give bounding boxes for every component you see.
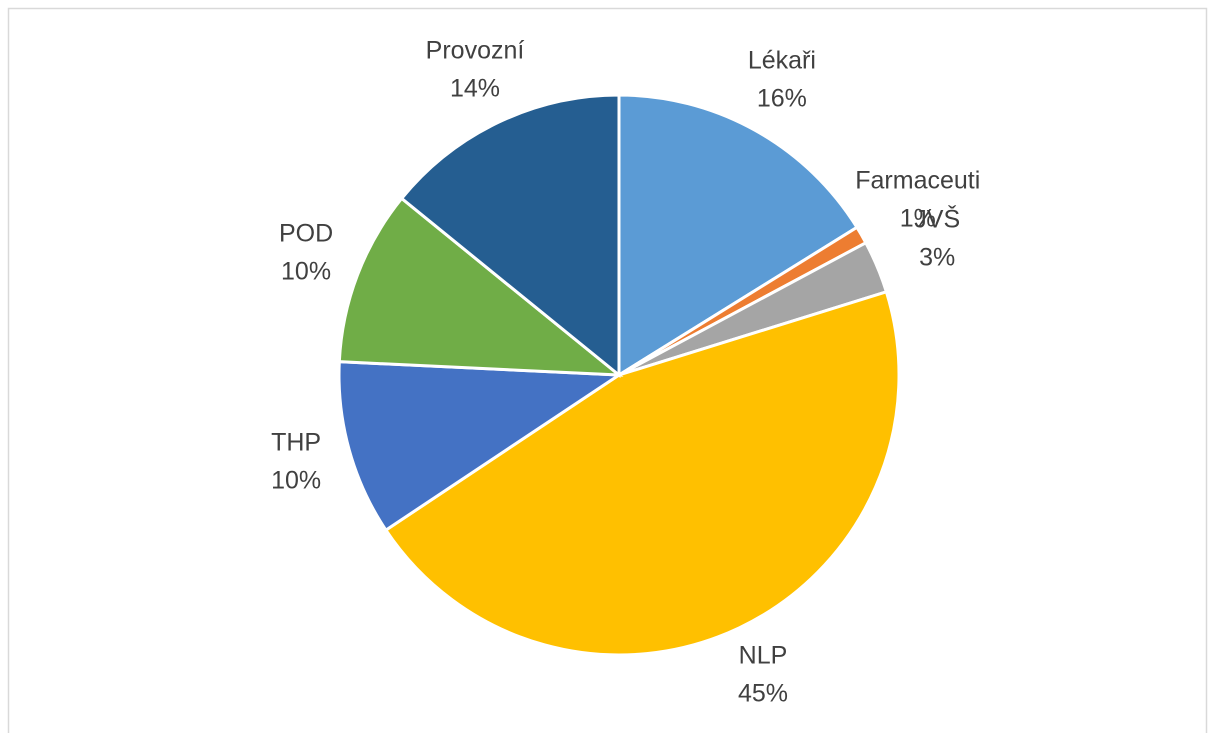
pie-slice <box>399 93 621 379</box>
slice-label-value: 10% <box>281 257 331 285</box>
slice-label: POD 10% <box>279 219 333 285</box>
slice-label-value: 16% <box>757 84 807 112</box>
pie-slice <box>617 93 859 378</box>
pie-slice <box>383 289 901 657</box>
pie-slice <box>337 360 624 533</box>
slice-label: THP 10% <box>271 428 321 494</box>
pie-slice <box>337 196 624 377</box>
slice-label-name: Lékaři <box>748 46 816 74</box>
slice-label: NLP 45% <box>738 641 788 707</box>
slice-label-name: POD <box>279 219 333 247</box>
slice-label-name: Provozní <box>426 37 525 65</box>
slice-label-value: 1% <box>900 205 936 233</box>
slice-label-value: 14% <box>450 75 500 103</box>
slice-label-name: NLP <box>739 641 788 669</box>
slice-label-value: 45% <box>738 679 788 707</box>
slice-label: JVŠ 3% <box>914 205 960 272</box>
slice-label-name: THP <box>271 428 321 456</box>
chart-frame <box>7 7 1208 733</box>
slice-label-name: Farmaceuti <box>855 167 980 195</box>
slice-label: Provozní 14% <box>426 37 525 103</box>
slice-label-value: 3% <box>919 244 955 272</box>
slice-label: Lékaři 16% <box>748 46 816 112</box>
slice-label: Farmaceuti 1% <box>855 167 980 233</box>
slice-label-value: 10% <box>271 466 321 494</box>
slice-label-name: JVŠ <box>914 205 960 234</box>
